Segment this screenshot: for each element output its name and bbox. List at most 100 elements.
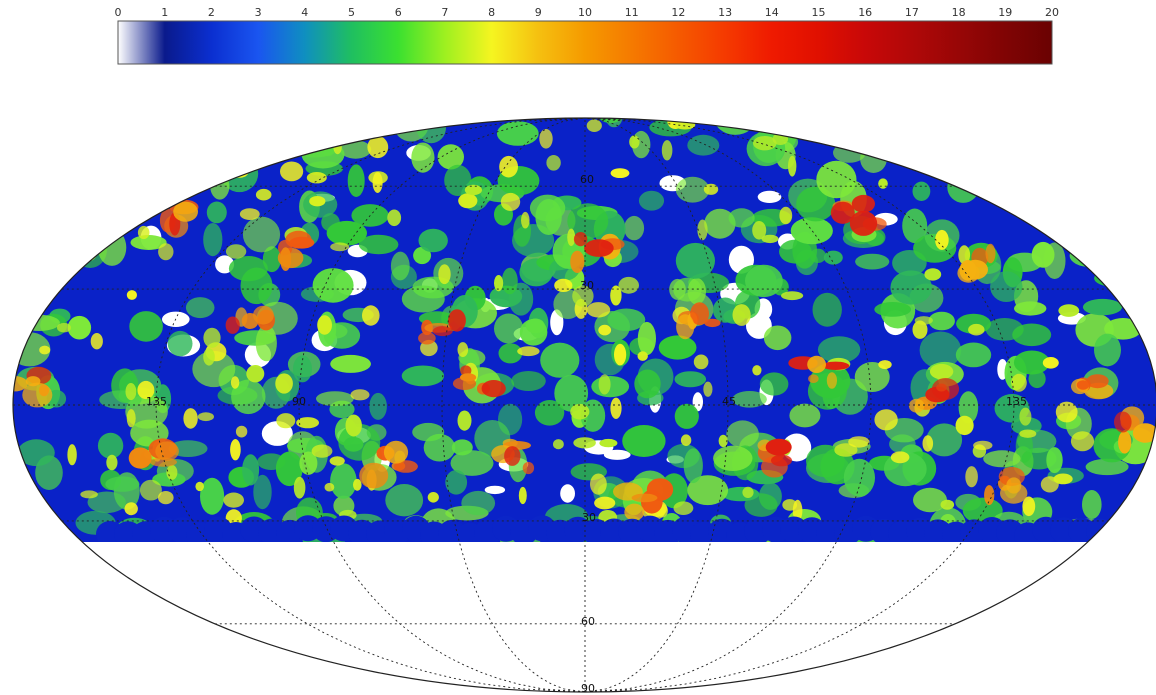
coverage-blob [674,403,699,429]
meridian-line [298,117,586,693]
colorbar-tick-12: 12 [671,6,685,19]
coverage-blob [567,203,609,239]
coverage-blob-dense [255,188,272,201]
coverage-blob [708,118,732,126]
coverage-blob [809,248,827,263]
coverage-blob-dense [309,196,326,207]
coverage-blob-dense [106,454,118,471]
coverage-hotspot [225,316,240,334]
colorbar-tick-6: 6 [395,6,402,19]
coverage-blob-dense [158,491,174,505]
coverage-blob-dense [139,479,162,501]
coverage-blob-dense [80,243,98,262]
coverage-hotspot [418,331,436,345]
coverage-blob-dense [703,381,713,397]
colorbar-tick-9: 9 [535,6,542,19]
coverage-blob-dense [637,351,648,361]
coverage-blob-dense [598,374,611,395]
coverage-blob [637,321,657,356]
coverage-edge-blob [1104,521,1132,542]
coverage-blob [860,144,887,173]
coverage-blob-dense [924,268,942,281]
colorbar-tick-1: 1 [161,6,168,19]
coverage-blob-dense [329,456,345,466]
coverage-hotspot [1076,380,1090,390]
coverage-blob [401,285,445,313]
coverage-blob [529,194,566,222]
coverage-blob-dense [1070,431,1095,452]
coverage-hotspot [570,250,585,273]
coverage-blob-dense [572,285,594,307]
coverage-blob [1090,196,1110,224]
coverage-blob [658,335,697,360]
lat-label-90-south: 90 [581,682,595,695]
coverage-blob-dense [792,499,803,522]
coverage-hotspot [448,309,466,332]
coverage-blob-dense [1019,407,1032,426]
coverage-blob [16,118,58,144]
coverage-blob [638,190,665,211]
coverage-blob [494,313,524,344]
coverage-blob [878,118,915,142]
coverage-blob [54,166,95,193]
coverage-blob-dense [457,410,472,431]
meridian-line [584,117,872,693]
coverage-blob [330,354,371,373]
coverage-hotspot [959,259,977,281]
coverage-blob-dense [618,276,639,294]
coverage-blob-dense [500,192,521,211]
coverage-blob [173,132,207,161]
coverage-blob [1069,244,1113,268]
coverage-blob [242,454,260,486]
coverage-blob-dense [1058,304,1080,317]
coverage-blob [704,208,736,239]
coverage-blob-dense [499,155,518,178]
coverage-blob [105,476,140,492]
coverage-blob [990,271,1023,302]
coverage-blob-dense [47,219,61,240]
coverage-hotspot [631,493,658,503]
coverage-blob [385,484,424,517]
coverage-blob [1005,118,1038,138]
coverage-blob [255,324,277,362]
coverage-blob-dense [203,327,221,348]
coverage-blob [854,362,890,392]
coverage-blob [955,342,992,368]
coverage-blob [817,336,861,363]
lon-label-135-left: 135 [146,395,167,408]
coverage-blob [401,365,445,387]
coverage-blob-dense [1010,158,1023,179]
colorbar-tick-0: 0 [115,6,122,19]
coverage-blob [719,118,754,129]
coverage-blob-dense [1084,176,1109,186]
coverage-blob [450,450,494,476]
coverage-blob-dense [586,119,602,132]
coverage-blob-dense [761,234,779,244]
coverage-blob-dense [1042,357,1059,369]
coverage-blob [554,374,589,412]
coverage-blob-dense [438,264,451,285]
coverage-blob [97,211,115,247]
coverage-blob-dense [940,499,955,510]
colorbar-tick-19: 19 [998,6,1012,19]
coverage-blob [79,152,113,190]
coverage-blob [687,134,720,156]
coverage-blob [1094,333,1121,367]
coverage-blob [445,470,468,495]
coverage-blob [789,403,821,428]
coverage-hotspot [1086,374,1109,389]
coverage-blob-dense [553,439,564,450]
coverage-blob [262,246,281,273]
lat-label-30-south: 30 [582,511,596,524]
coverage-hotspot [826,372,838,389]
coverage-blob-dense [590,473,607,495]
coverage-blob-dense [27,223,38,235]
coverage-blob-dense [197,412,214,422]
coverage-blob-dense [935,229,949,250]
coverage-blob [958,391,979,424]
coverage-blob-dense [1011,373,1027,392]
coverage-hotspot [807,355,826,373]
coverage-blob-dense [353,478,362,491]
coverage-blob [928,311,955,331]
coverage-gap [692,392,703,412]
